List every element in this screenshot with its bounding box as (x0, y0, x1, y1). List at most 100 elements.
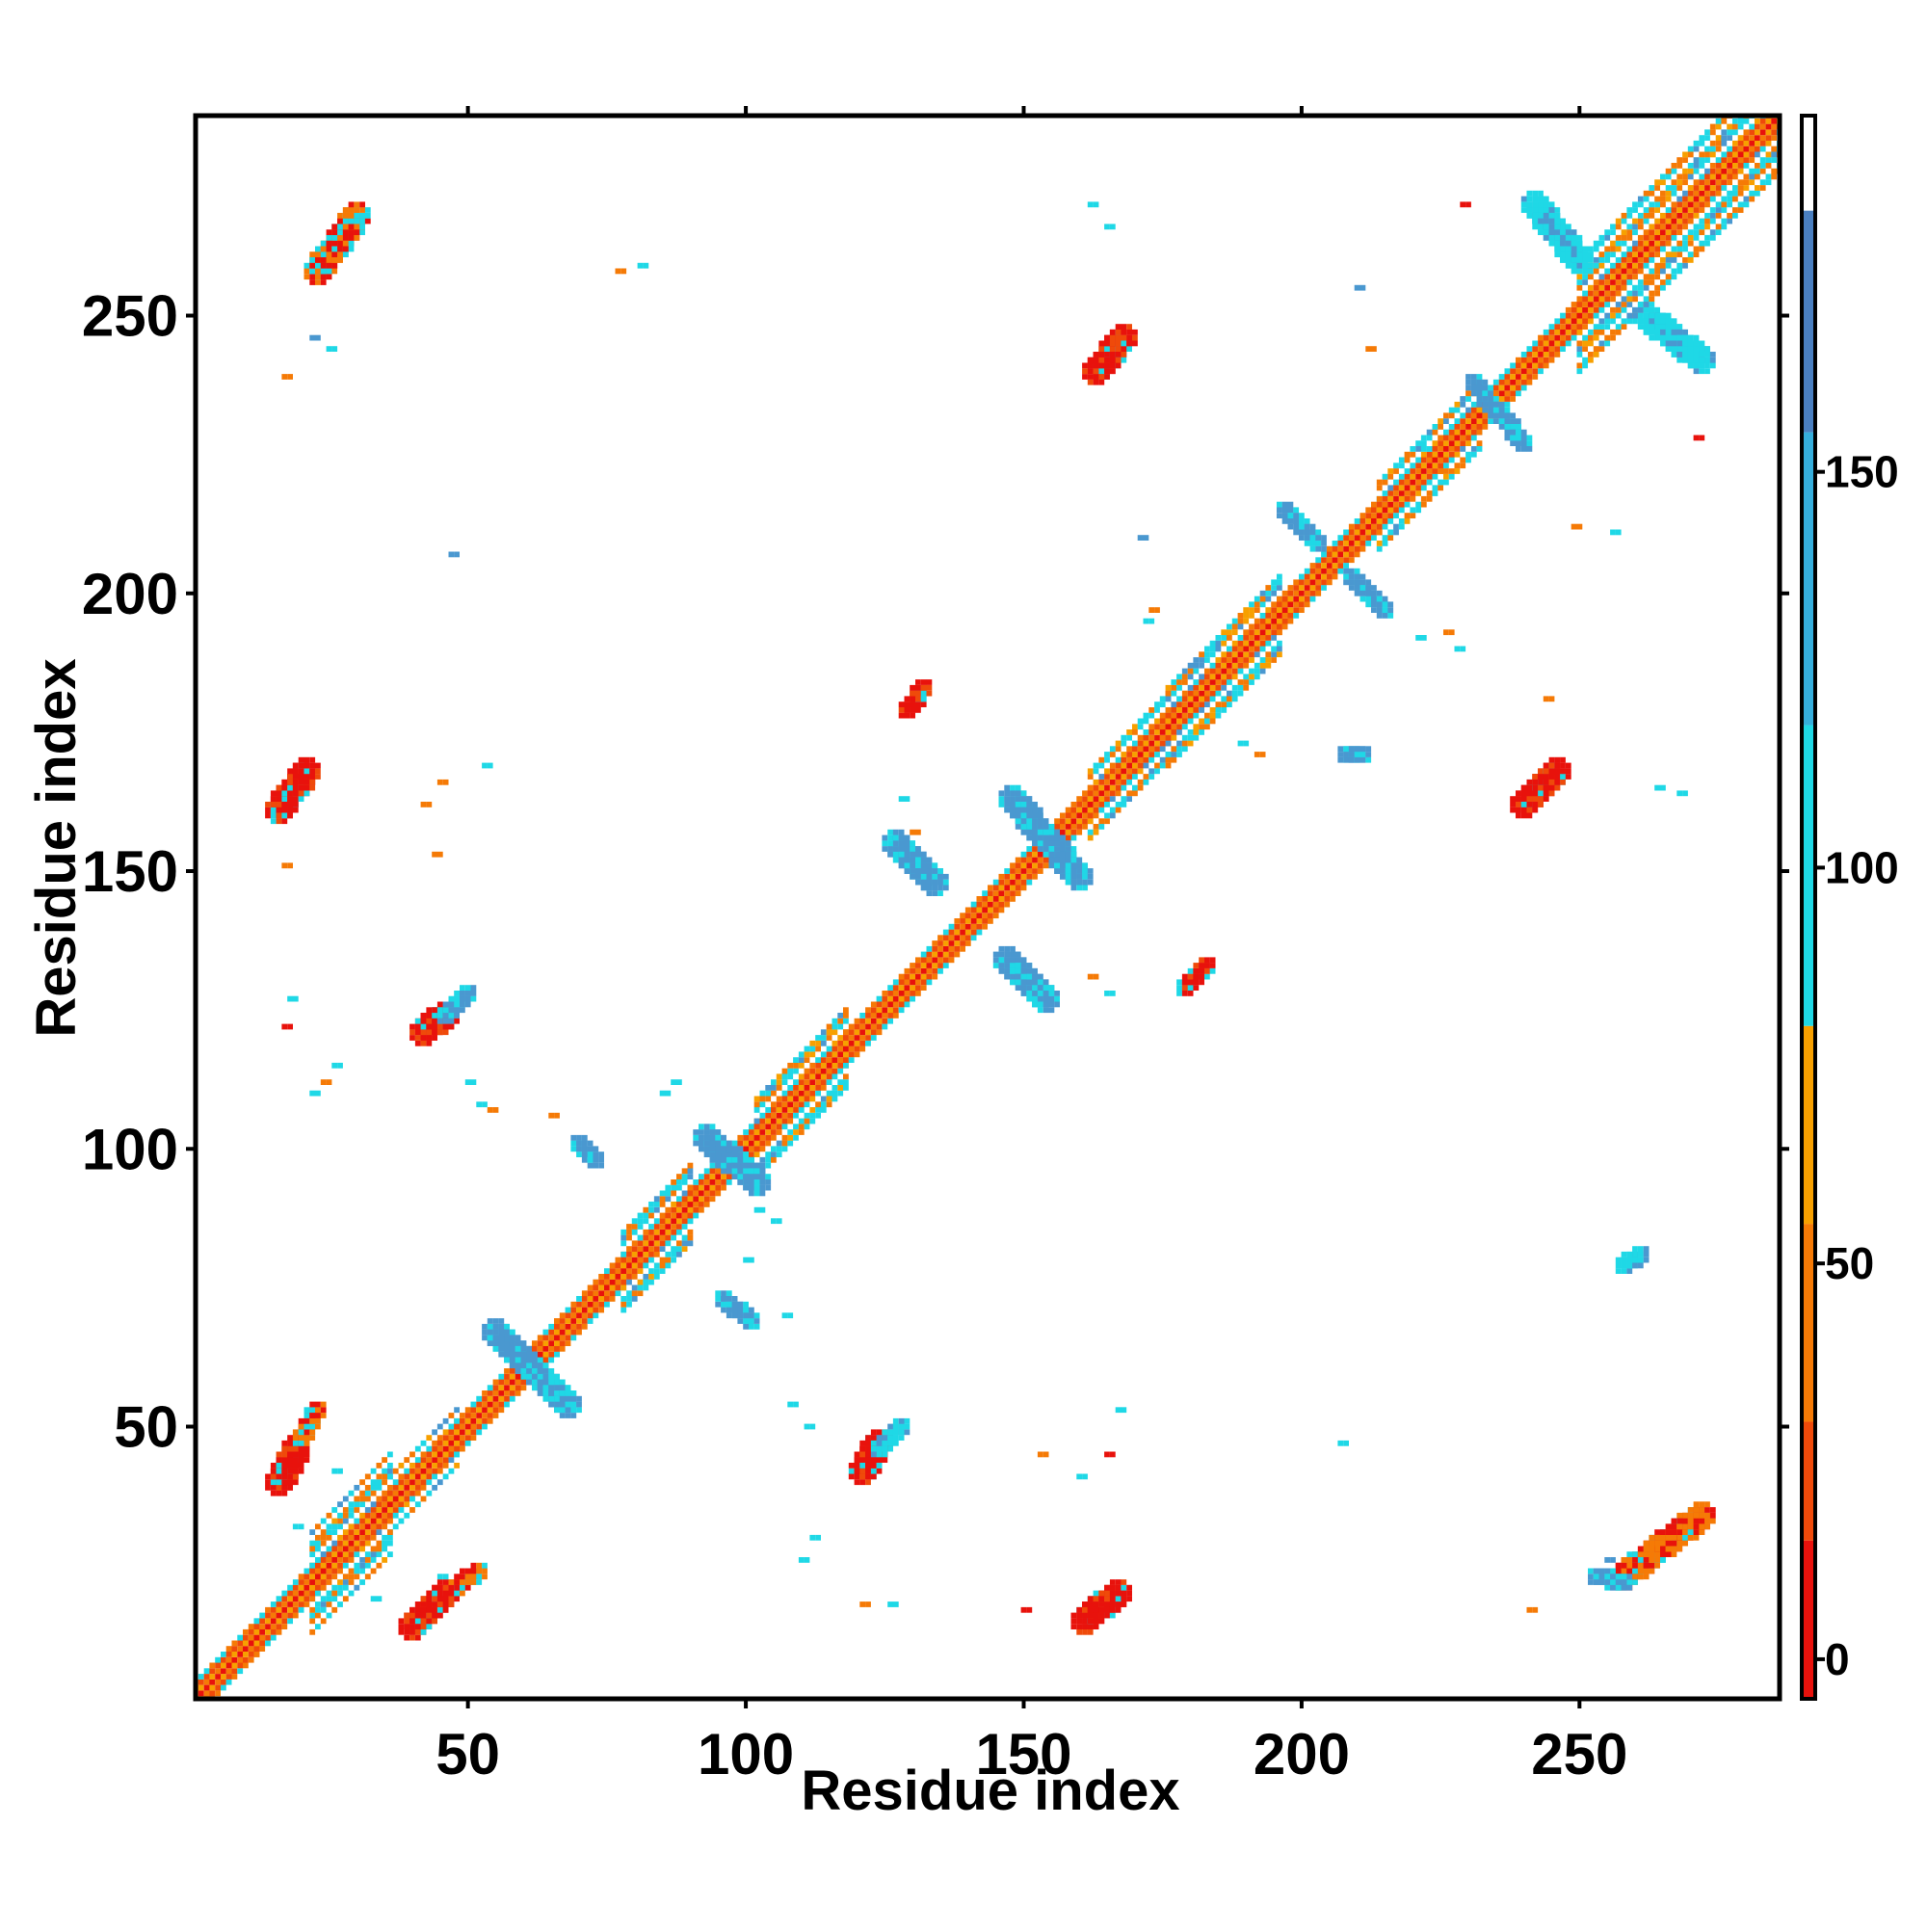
diagonal-cell (1343, 529, 1349, 536)
diagonal-cell (1215, 662, 1222, 669)
diagonal-cell (598, 1284, 604, 1291)
diagonal-cell (354, 1562, 360, 1569)
diagonal-cell (910, 979, 915, 986)
diagonal-cell (1693, 246, 1700, 252)
diagonal-cell (1727, 157, 1732, 163)
diagonal-cell (1060, 818, 1066, 825)
contact-cell (1098, 379, 1105, 385)
diagonal-cell (337, 1540, 343, 1547)
diagonal-cell (470, 1407, 477, 1414)
diagonal-cell (1443, 412, 1449, 419)
diagonal-cell (1115, 762, 1122, 769)
diagonal-cell (765, 1090, 772, 1097)
diagonal-cell (354, 1523, 360, 1530)
contact-cell (470, 1568, 477, 1575)
diagonal-cell (1448, 424, 1455, 430)
diagonal-cell (1054, 818, 1060, 825)
contact-cell (315, 762, 321, 769)
diagonal-cell (932, 967, 938, 974)
diagonal-cell (870, 1035, 877, 1041)
diagonal-cell (1709, 168, 1716, 174)
contact-cell (281, 790, 288, 797)
contact-cell (337, 234, 343, 241)
diagonal-cell (1231, 684, 1238, 691)
diagonal-cell (937, 967, 943, 974)
contact-cell (1682, 1529, 1688, 1535)
diagonal-cell (292, 1606, 299, 1613)
diagonal-cell (1309, 585, 1316, 591)
diagonal-cell (1526, 379, 1533, 385)
diagonal-cell (1693, 146, 1700, 152)
diagonal-cell (570, 1301, 577, 1308)
diagonal-cell (1615, 268, 1622, 275)
diagonal-cell (915, 991, 921, 996)
diagonal-cell (1621, 229, 1627, 235)
contact-cell (348, 201, 355, 208)
diagonal-cell (1243, 657, 1250, 663)
diagonal-cell (709, 1168, 716, 1175)
diagonal-cell (1637, 290, 1644, 297)
contact-cell (1704, 1507, 1710, 1513)
diagonal-cell (1171, 701, 1177, 707)
diagonal-cell (1065, 807, 1071, 813)
diagonal-cell (1271, 607, 1277, 613)
diagonal-cell (1187, 662, 1194, 669)
diagonal-cell (960, 918, 965, 924)
contact-cell (432, 1018, 437, 1024)
contact-cell (287, 784, 293, 791)
diagonal-cell (988, 913, 993, 919)
diagonal-cell (1737, 146, 1744, 152)
diagonal-cell (198, 1674, 204, 1680)
diagonal-cell (1376, 523, 1383, 530)
diagonal-cell (320, 1606, 327, 1613)
diagonal-cell (482, 1407, 488, 1414)
diagonal-cell (593, 1301, 599, 1308)
diagonal-cell (1281, 590, 1288, 596)
diagonal-cell (342, 1540, 349, 1547)
diagonal-cell (1126, 746, 1132, 753)
diagonal-cell (1281, 595, 1288, 602)
contact-cell (448, 1596, 455, 1602)
diagonal-cell (1321, 573, 1327, 580)
contact-cell (1109, 1606, 1116, 1613)
diagonal-cell (1470, 446, 1477, 452)
diagonal-cell (1665, 274, 1672, 280)
diagonal-cell (1682, 196, 1688, 202)
diagonal-cell (765, 1118, 772, 1125)
contact-cell (298, 774, 304, 780)
diagonal-cell (609, 1290, 616, 1297)
diagonal-cell (337, 1584, 343, 1591)
diagonal-cell (1588, 329, 1594, 335)
diagonal-cell (1259, 657, 1266, 663)
diagonal-cell (665, 1224, 672, 1230)
diagonal-cell (532, 1340, 538, 1346)
diagonal-cell (1676, 185, 1683, 191)
contact-cell (1543, 790, 1549, 797)
diagonal-cell (992, 913, 999, 919)
diagonal-cell (1637, 218, 1644, 225)
contact-cell (1121, 1584, 1127, 1591)
diagonal-cell (414, 1468, 421, 1474)
diagonal-cell (515, 1390, 521, 1396)
diagonal-cell (1387, 513, 1394, 518)
diagonal-cell (1699, 151, 1705, 158)
diagonal-cell (1165, 752, 1172, 757)
diagonal-cell (1637, 234, 1644, 241)
diagonal-cell (1015, 873, 1021, 880)
contact-cell (292, 1468, 299, 1474)
diagonal-cell (281, 1612, 288, 1619)
diagonal-cell (1287, 585, 1294, 591)
diagonal-cell (765, 1134, 772, 1141)
diagonal-cell (1371, 518, 1377, 524)
contact-cell (342, 246, 349, 252)
diagonal-cell (1070, 807, 1077, 813)
contact-cell (1520, 802, 1527, 807)
diagonal-cell (1604, 246, 1611, 252)
diagonal-cell (315, 1590, 321, 1597)
diagonal-cell (554, 1318, 560, 1324)
contact-cell (315, 251, 321, 257)
contact-cell (910, 684, 915, 691)
diagonal-cell (1393, 529, 1399, 536)
contact-cell (442, 1013, 449, 1019)
diagonal-cell (1660, 257, 1666, 263)
